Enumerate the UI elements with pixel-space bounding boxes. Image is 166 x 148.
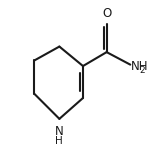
Text: NH: NH (131, 59, 148, 73)
Text: 2: 2 (139, 66, 145, 75)
Text: N: N (55, 125, 64, 138)
Text: O: O (102, 7, 111, 20)
Text: H: H (55, 136, 63, 146)
